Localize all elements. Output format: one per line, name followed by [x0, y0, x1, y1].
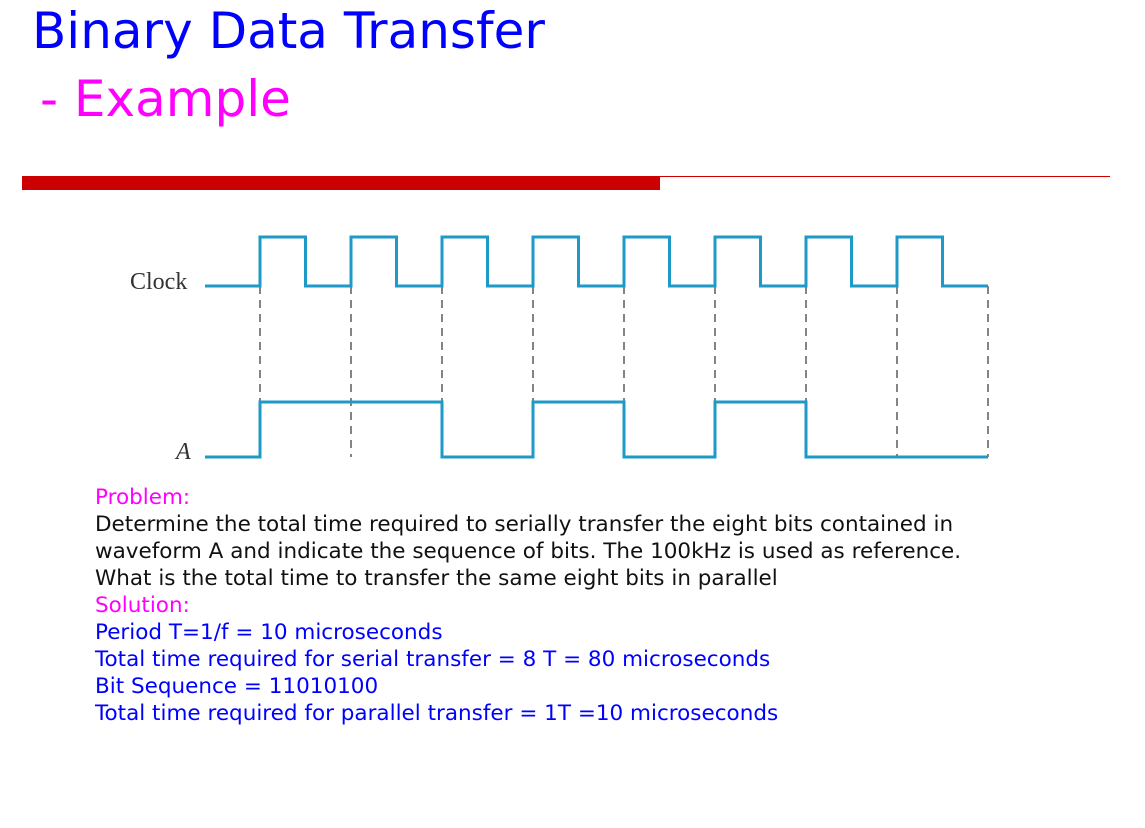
solution-line: Bit Sequence = 11010100 — [95, 674, 379, 699]
waveform-a-label: A — [174, 439, 191, 465]
timing-diagram: Clock A — [130, 235, 989, 465]
problem-line: Determine the total time required to ser… — [95, 512, 954, 537]
clock-label: Clock — [130, 269, 187, 295]
clock-waveform — [205, 235, 988, 288]
problem-line: waveform A and indicate the sequence of … — [95, 539, 962, 564]
solution-line: Total time required for parallel transfe… — [95, 701, 779, 726]
solution-line: Total time required for serial transfer … — [95, 647, 771, 672]
problem-solution-text: Problem: Determine the total time requir… — [95, 484, 1135, 727]
solution-line: Period T=1/f = 10 microseconds — [95, 620, 443, 645]
title-divider-thin — [660, 176, 1110, 177]
slide-title: Binary Data Transfer — [32, 2, 545, 60]
problem-heading: Problem: — [95, 485, 191, 510]
problem-line: What is the total time to transfer the s… — [95, 566, 778, 591]
solution-heading: Solution: — [95, 593, 190, 618]
title-divider-thick — [22, 176, 660, 190]
waveform-a — [205, 400, 988, 459]
slide-subtitle: - Example — [40, 70, 291, 128]
